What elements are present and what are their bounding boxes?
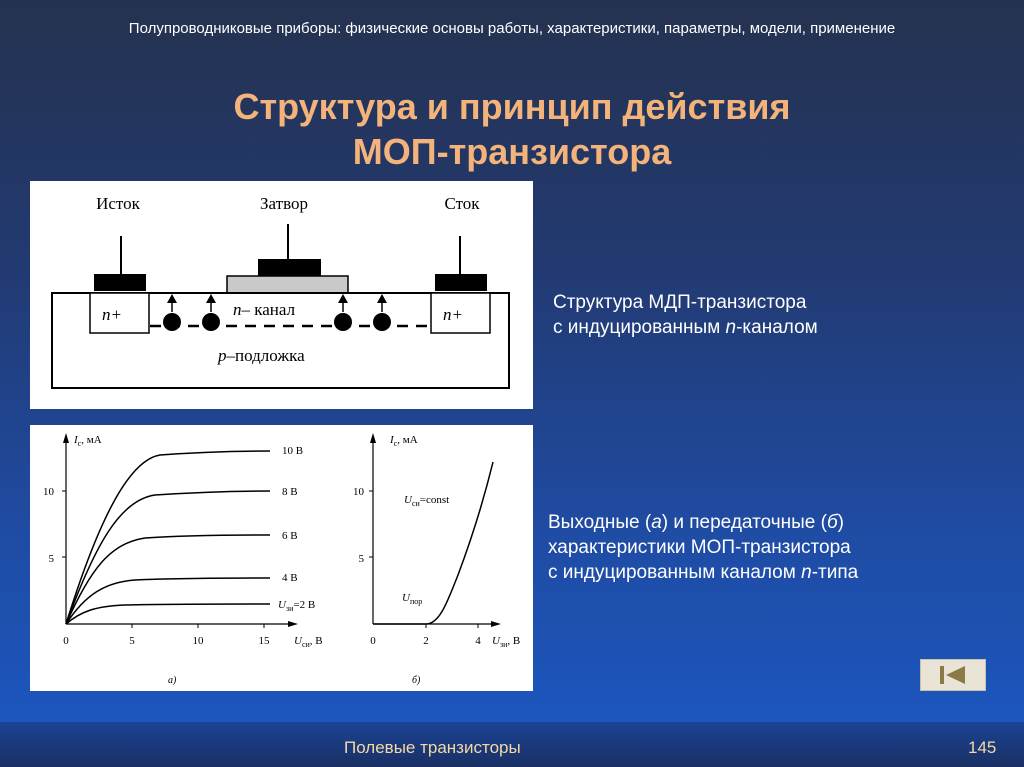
graph-a-y-tick: 5	[49, 553, 55, 565]
graph-a-y-tick: 10	[43, 486, 55, 498]
gate-label: Затвор	[260, 194, 308, 213]
mos-structure-diagram: Исток Затвор Сток n+ n+ n– канал	[30, 181, 533, 409]
first-slide-icon	[940, 666, 965, 684]
structure-caption-line2: с индуцированным n-каналом	[553, 317, 818, 338]
characteristics-graphs: Ic, мА Uси, В 10 5 0 5 10 15 10 В 8 В 6 …	[30, 425, 533, 691]
first-slide-button[interactable]	[920, 659, 986, 691]
curve-8v	[65, 490, 271, 625]
electron	[202, 313, 220, 331]
graphs-svg: Ic, мА Uси, В 10 5 0 5 10 15 10 В 8 В 6 …	[43, 433, 520, 686]
channel-label: n– канал	[233, 300, 296, 319]
source-contact	[94, 274, 146, 291]
graphs-caption-line1: Выходные (а) и передаточные (б)	[548, 512, 844, 533]
graph-b-x-tick: 4	[475, 635, 481, 647]
slide-title-line2: МОП-транзистора	[352, 131, 672, 172]
curve-6v	[65, 534, 271, 625]
source-label: Исток	[96, 194, 141, 213]
graph-a-y-label: Ic, мА	[73, 434, 102, 448]
presentation-subtitle: Полупроводниковые приборы: физические ос…	[128, 20, 896, 37]
const-label: Uси=const	[404, 494, 449, 508]
slide-title-line1: Структура и принцип действия	[233, 86, 791, 127]
gate-oxide	[226, 275, 349, 294]
curve-2v	[65, 603, 271, 625]
drain-n-region	[430, 292, 491, 334]
electron	[163, 313, 181, 331]
footer-bar	[0, 722, 1024, 767]
graph-b-y-label: Ic, мА	[389, 434, 418, 448]
slide-title: Структура и принцип действия МОП-транзис…	[0, 84, 1024, 174]
graphs-caption-line2: характеристики МОП-транзистора	[548, 537, 851, 558]
electron	[334, 313, 352, 331]
graph-b-y-tick: 10	[353, 486, 365, 498]
electron	[373, 313, 391, 331]
mos-structure-svg: Исток Затвор Сток n+ n+ n– канал	[51, 194, 510, 389]
graph-b-y-tick: 5	[359, 553, 365, 565]
graph-a-x-label: Uси, В	[294, 635, 323, 649]
curve-10v	[65, 450, 271, 625]
transfer-characteristic-graph: Ic, мА Uзи, В 10 5 0 2 4 Uси=const Uпор …	[353, 433, 520, 686]
curve-label-6v: 6 В	[282, 530, 298, 542]
graph-a-origin: 0	[63, 635, 69, 647]
graphs-caption: Выходные (а) и передаточные (б) характер…	[548, 510, 858, 585]
footer-title: Полевые транзисторы	[344, 738, 521, 757]
curve-4v	[65, 577, 271, 625]
electron-group	[163, 294, 391, 331]
drain-label: Сток	[444, 194, 480, 213]
curve-label-4v: 4 В	[282, 572, 298, 584]
gate-contact	[258, 259, 321, 276]
graph-a-x-tick: 5	[129, 635, 135, 647]
graph-a-x-tick: 15	[259, 635, 271, 647]
curve-label-2v: Uзи=2 В	[278, 599, 315, 613]
page-number: 145	[968, 738, 997, 757]
curve-label-8v: 8 В	[282, 486, 298, 498]
threshold-label: Uпор	[402, 592, 422, 606]
graph-b-tag: б)	[412, 675, 421, 686]
graphs-caption-line3: с индуцированным каналом n-типа	[548, 562, 859, 583]
source-n-region	[89, 292, 150, 334]
output-characteristics-graph: Ic, мА Uси, В 10 5 0 5 10 15 10 В 8 В 6 …	[43, 433, 323, 686]
substrate-body	[51, 292, 510, 389]
transfer-curve	[373, 461, 494, 625]
drain-contact	[435, 274, 487, 291]
structure-caption: Структура МДП-транзистора с индуцированн…	[553, 290, 818, 340]
source-n-label: n+	[102, 305, 122, 324]
graph-a-tag: а)	[168, 675, 177, 686]
graph-b-x-label: Uзи, В	[492, 635, 520, 649]
substrate-label: p–подложка	[217, 346, 305, 365]
graph-b-x-tick: 2	[423, 635, 429, 647]
structure-caption-line1: Структура МДП-транзистора	[553, 292, 807, 313]
graph-a-x-tick: 10	[193, 635, 205, 647]
curve-label-10v: 10 В	[282, 445, 303, 457]
graph-b-origin: 0	[370, 635, 376, 647]
drain-n-label: n+	[443, 305, 463, 324]
